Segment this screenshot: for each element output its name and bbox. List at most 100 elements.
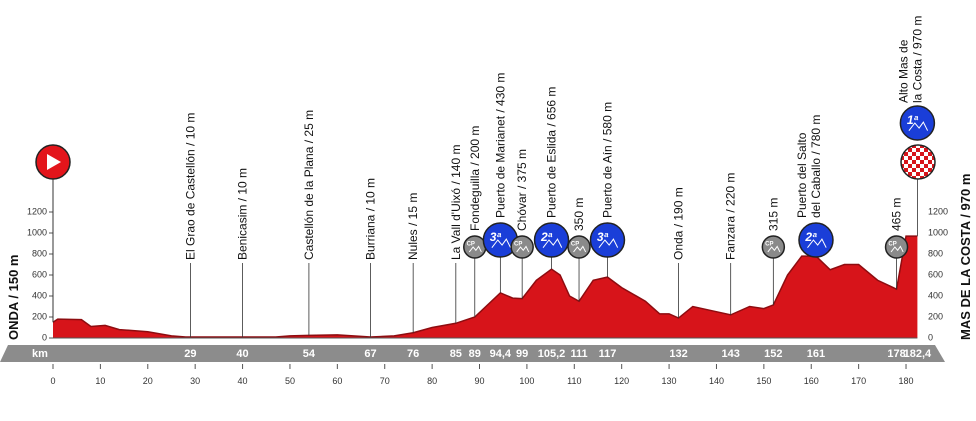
waypoint-label: 465 m xyxy=(890,198,904,231)
mountain-glyph xyxy=(767,245,781,253)
mountain-glyph xyxy=(573,245,587,253)
mountain-glyph xyxy=(542,238,563,248)
climb-icon xyxy=(589,222,626,258)
km-label: 54 xyxy=(303,348,316,360)
y-tick-label-right: 1000 xyxy=(928,227,948,237)
mountain-glyph xyxy=(890,245,904,253)
badge-text: CP xyxy=(571,242,579,248)
waypoint-label: El Grao de Castellón / 10 m xyxy=(183,113,197,260)
y-tick-label: 1200 xyxy=(27,206,47,216)
badge-text: 3ª xyxy=(597,230,609,244)
waypoint-label: 315 m xyxy=(766,198,780,231)
waypoint-label: Castellón de la Plana / 25 m xyxy=(302,110,316,260)
x-tick-label: 110 xyxy=(567,376,581,386)
mountain-glyph xyxy=(516,245,530,253)
waypoint-label: Puerto de Eslida / 656 m xyxy=(545,87,559,218)
km-label: 161 xyxy=(807,348,825,360)
badge-text: CP xyxy=(467,242,475,248)
profile-area xyxy=(53,236,918,338)
y-tick-label: 400 xyxy=(32,290,47,300)
x-tick-label: 20 xyxy=(143,376,153,386)
start-arrow xyxy=(47,154,61,170)
x-tick-label: 10 xyxy=(95,376,105,386)
waypoint-label: Chóvar / 375 m xyxy=(515,149,529,231)
x-tick-label: 100 xyxy=(519,376,534,386)
start-label: ONDA / 150 m xyxy=(6,255,21,341)
km-label: 76 xyxy=(407,348,419,360)
km-label: 40 xyxy=(236,348,248,360)
km-label: 152 xyxy=(764,348,782,360)
y-tick-label-right: 400 xyxy=(928,290,943,300)
y-tick-label: 600 xyxy=(32,269,47,279)
y-tick-label: 0 xyxy=(42,332,47,342)
mountain-glyph xyxy=(598,238,619,248)
waypoint-label: Puerto del Salto xyxy=(795,132,809,218)
mountain-glyph xyxy=(908,121,929,131)
km-label: 132 xyxy=(669,348,687,360)
km-label: 94,4 xyxy=(490,348,512,360)
mountain-glyph xyxy=(491,238,512,248)
badge-text: 1ª xyxy=(907,113,919,127)
mountain-glyph xyxy=(468,245,482,253)
x-tick-label: 150 xyxy=(756,376,771,386)
x-tick-label: 80 xyxy=(427,376,437,386)
waypoint-label: Fondeguilla / 200 m xyxy=(468,126,482,231)
km-label: 29 xyxy=(184,348,196,360)
x-tick-label: 130 xyxy=(662,376,677,386)
km-label: 89 xyxy=(469,348,481,360)
y-tick-label-right: 200 xyxy=(928,311,943,321)
waypoint-label: del Caballo / 780 m xyxy=(809,115,823,218)
badge-text: CP xyxy=(888,242,896,248)
waypoint-label: 350 m xyxy=(572,198,586,231)
waypoint-label: Nules / 15 m xyxy=(406,193,420,260)
km-label: 99 xyxy=(516,348,528,360)
waypoint-label: Onda / 190 m xyxy=(672,187,686,260)
x-tick-label: 60 xyxy=(332,376,342,386)
km-label: 143 xyxy=(722,348,740,360)
checkpoint-icon xyxy=(510,235,534,259)
x-tick-label: 170 xyxy=(851,376,866,386)
x-tick-label: 120 xyxy=(614,376,629,386)
km-unit: km xyxy=(32,348,48,360)
x-tick-label: 0 xyxy=(50,376,55,386)
waypoint-label: Benicasim / 10 m xyxy=(236,168,250,260)
checkpoint-icon xyxy=(567,235,591,259)
y-tick-label: 1000 xyxy=(27,227,47,237)
badge-text: CP xyxy=(765,242,773,248)
y-tick-label-right: 1200 xyxy=(928,206,948,216)
km-label: 111 xyxy=(570,348,587,360)
x-tick-label: 50 xyxy=(285,376,295,386)
km-label: 67 xyxy=(364,348,376,360)
km-band xyxy=(0,345,945,362)
x-tick-label: 40 xyxy=(238,376,248,386)
profile-line xyxy=(52,235,918,338)
badge-text: 3ª xyxy=(490,230,502,244)
finish-icon xyxy=(900,144,936,180)
km-label: 85 xyxy=(450,348,462,360)
waypoint-label: Puerto de Marianet / 430 m xyxy=(493,73,507,218)
km-label: 178 xyxy=(887,348,905,360)
y-tick-label-right: 600 xyxy=(928,269,943,279)
x-tick-label: 140 xyxy=(709,376,724,386)
x-tick-label: 70 xyxy=(380,376,390,386)
finish-label: MAS DE LA COSTA / 970 m xyxy=(958,174,973,340)
km-label: 182,4 xyxy=(904,348,932,360)
mountain-glyph xyxy=(807,238,827,248)
km-label: 117 xyxy=(599,348,617,360)
waypoint-label: Burriana / 10 m xyxy=(364,178,378,260)
x-tick-label: 30 xyxy=(190,376,200,386)
waypoint-label: La Vall d'Uixó / 140 m xyxy=(449,145,463,260)
x-tick-label: 160 xyxy=(804,376,819,386)
waypoint-label: Fanzara / 220 m xyxy=(724,173,738,260)
y-tick-label-right: 0 xyxy=(928,332,933,342)
y-tick-label: 800 xyxy=(32,248,47,258)
climb-icon xyxy=(899,105,936,141)
x-tick-label: 90 xyxy=(475,376,485,386)
badge-text: 2ª xyxy=(804,230,817,244)
x-tick-label: 180 xyxy=(899,376,914,386)
y-tick-label-right: 800 xyxy=(928,248,943,258)
badge-text: CP xyxy=(514,242,522,248)
waypoint-label: la Costa / 970 m xyxy=(910,16,924,103)
